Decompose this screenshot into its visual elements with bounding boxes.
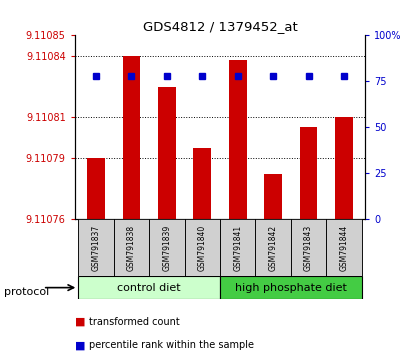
Bar [335, 117, 353, 219]
Text: control diet: control diet [117, 282, 181, 293]
Text: GSM791844: GSM791844 [339, 225, 349, 271]
Text: ■: ■ [75, 317, 85, 327]
Bar [149, 219, 185, 276]
Text: GSM791838: GSM791838 [127, 225, 136, 271]
Bar [193, 148, 211, 219]
Text: GSM791839: GSM791839 [162, 225, 171, 271]
Text: high phosphate diet: high phosphate diet [235, 282, 347, 293]
Text: GSM791842: GSM791842 [269, 225, 278, 271]
Text: GSM791840: GSM791840 [198, 225, 207, 271]
Text: transformed count: transformed count [89, 317, 180, 327]
Bar [114, 219, 149, 276]
Text: GSM791841: GSM791841 [233, 225, 242, 271]
Bar [122, 56, 140, 219]
Text: percentile rank within the sample: percentile rank within the sample [89, 340, 254, 350]
Bar [255, 219, 291, 276]
Text: ■: ■ [75, 340, 85, 350]
Text: protocol: protocol [4, 287, 49, 297]
Bar [291, 219, 326, 276]
Bar [264, 175, 282, 219]
Bar [229, 60, 247, 219]
Bar [326, 219, 361, 276]
Title: GDS4812 / 1379452_at: GDS4812 / 1379452_at [143, 20, 297, 33]
Bar [300, 127, 317, 219]
Bar [220, 276, 361, 299]
Bar [220, 219, 255, 276]
Text: GSM791843: GSM791843 [304, 225, 313, 271]
Bar [158, 86, 176, 219]
Text: GSM791837: GSM791837 [91, 225, 100, 271]
Bar [78, 219, 114, 276]
Bar [87, 158, 105, 219]
Bar [78, 276, 220, 299]
Bar [185, 219, 220, 276]
